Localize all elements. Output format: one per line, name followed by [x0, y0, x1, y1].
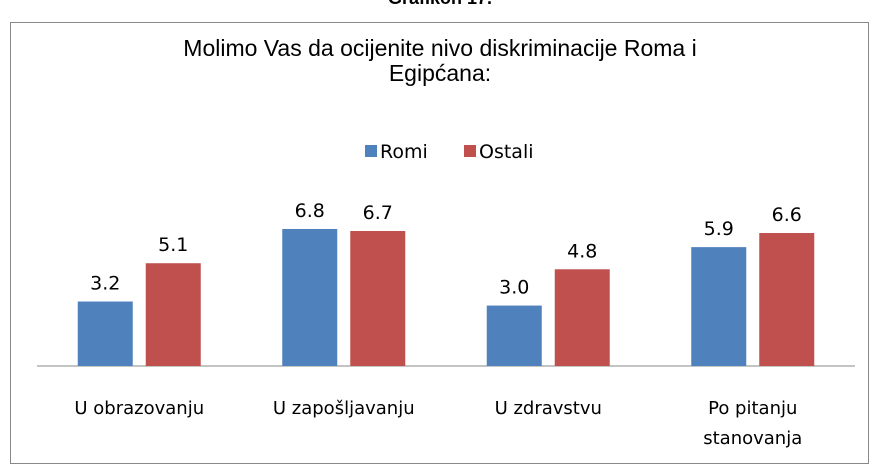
bar	[486, 305, 542, 366]
data-label: 6.6	[772, 204, 802, 226]
data-label: 3.0	[499, 277, 529, 299]
x-tick-label: U obrazovanju	[74, 398, 205, 419]
legend-label: Romi	[380, 141, 428, 163]
data-label: 4.8	[567, 240, 597, 262]
legend-swatch	[365, 145, 377, 157]
bar	[350, 230, 406, 366]
caption: Grafikon 17.	[0, 0, 880, 9]
chart-frame	[10, 22, 869, 464]
x-tick-label: U zapošljavanju	[272, 398, 415, 419]
bar	[554, 269, 610, 366]
bar	[691, 247, 747, 366]
data-label: 6.7	[363, 202, 393, 224]
legend-label: Ostali	[479, 141, 534, 163]
x-tick-label: Po pitanju stanovanja	[703, 398, 803, 449]
bar	[145, 263, 201, 366]
bar	[759, 233, 815, 366]
data-label: 6.8	[295, 200, 325, 222]
bar	[282, 228, 338, 366]
bar	[77, 301, 133, 366]
data-label: 3.2	[90, 273, 120, 295]
chart-title: Molimo Vas da ocijenite nivo diskriminac…	[183, 35, 697, 86]
legend-swatch	[464, 145, 476, 157]
x-tick-label: U zdravstvu	[494, 398, 602, 419]
data-label: 5.1	[158, 234, 188, 256]
data-label: 5.9	[704, 218, 734, 240]
